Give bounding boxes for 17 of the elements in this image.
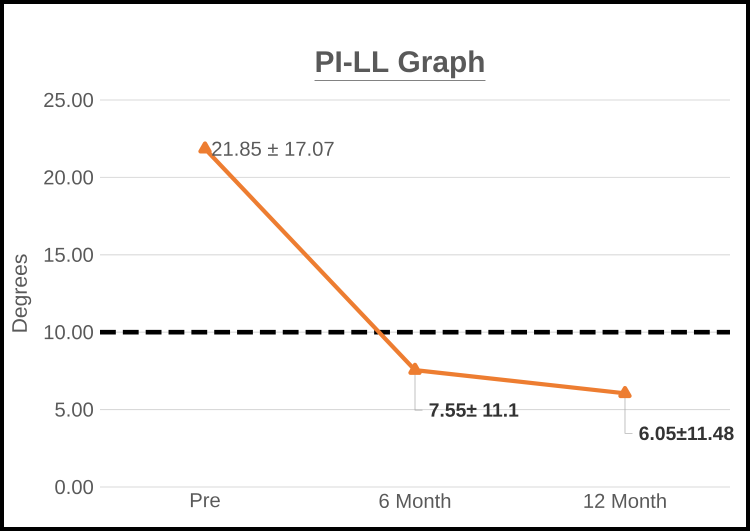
y-tick-label: 5.00 bbox=[55, 402, 93, 417]
y-axis-title: Degrees bbox=[12, 254, 32, 332]
data-label: 6.05±11.48 bbox=[639, 426, 734, 440]
data-label: 21.85 ± 17.07 bbox=[212, 142, 334, 156]
data-label: 7.55± 11.1 bbox=[430, 403, 518, 417]
x-tick-label: 12 Month bbox=[584, 493, 666, 508]
y-tick-label: 15.00 bbox=[44, 248, 93, 262]
y-tick-label: 10.00 bbox=[44, 325, 93, 340]
x-tick-label: 6 Month bbox=[380, 493, 450, 508]
point bbox=[618, 386, 632, 398]
x-tick-label: Pre bbox=[190, 493, 220, 508]
y-tick-label: 0.00 bbox=[55, 480, 93, 494]
point bbox=[198, 141, 212, 154]
y-tick-label: 20.00 bbox=[44, 170, 93, 185]
chart-title: PI-LL Graph bbox=[316, 50, 484, 78]
y-tick-label: 25.00 bbox=[44, 92, 93, 108]
point bbox=[408, 362, 422, 375]
